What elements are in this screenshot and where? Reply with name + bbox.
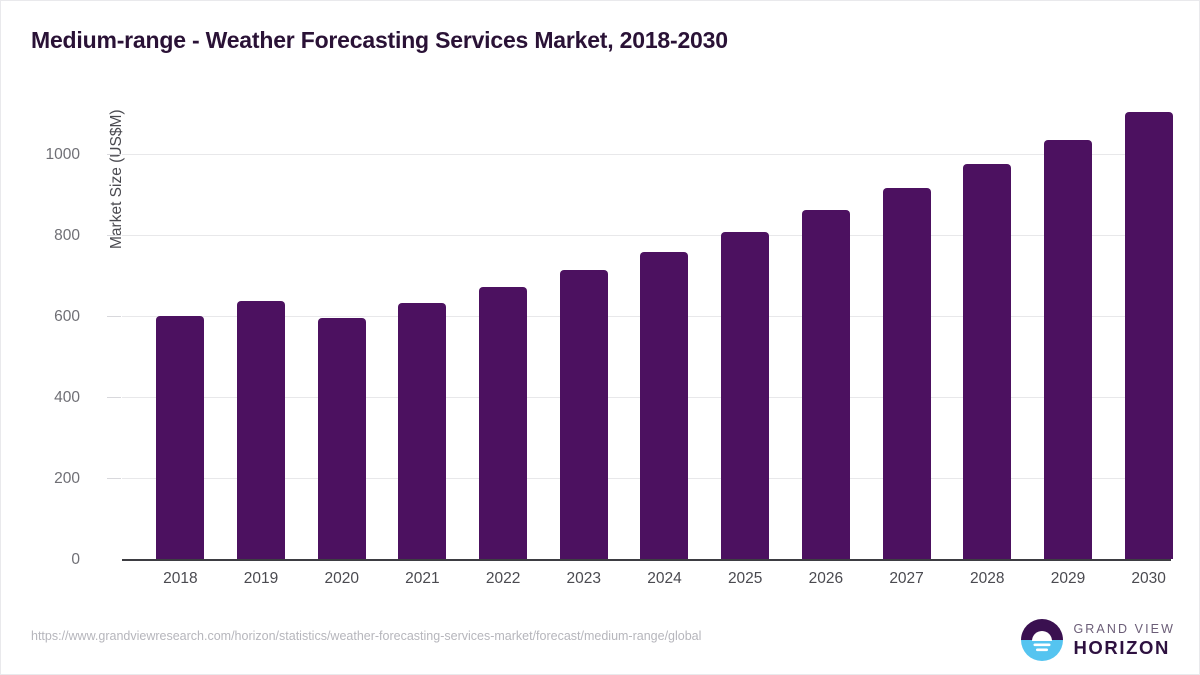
y-axis-tick-label: 1000 [45,146,80,163]
x-axis-tick-label: 2029 [1050,570,1086,587]
y-axis-tick-label: 400 [54,389,80,406]
x-axis-tick-label: 2020 [324,570,359,587]
y-axis-tick-mark [107,397,121,398]
bar-group[interactable]: 2018 [140,91,221,587]
bar[interactable] [559,269,608,559]
x-axis-tick-label: 2022 [485,570,521,587]
horizon-circle-icon [1021,619,1064,661]
bar-group[interactable]: 2027 [866,91,947,587]
x-axis-tick-label: 2023 [566,570,602,587]
x-axis-tick-label: 2028 [970,570,1005,587]
bar[interactable] [721,231,770,559]
bar-group[interactable]: 2020 [301,91,382,587]
bar[interactable] [963,164,1012,559]
gridline [122,154,1171,155]
y-axis-tick-mark [107,316,121,317]
bar-group[interactable]: 2025 [705,91,786,587]
bar[interactable] [479,286,528,559]
x-axis-tick-label: 2024 [647,570,682,587]
bar-group[interactable]: 2024 [624,91,705,587]
bar-group[interactable]: 2026 [786,91,867,587]
page-title: Medium-range - Weather Forecasting Servi… [31,27,728,53]
y-axis-tick-label: 600 [54,308,80,325]
bar-group[interactable]: 2021 [382,91,463,587]
x-axis-tick-label: 2019 [243,570,279,587]
x-axis-tick-label: 2025 [727,570,763,587]
y-axis-tick-mark [107,235,121,236]
bar[interactable] [398,302,447,559]
bar[interactable] [1043,139,1092,559]
logo-line-grand-view: GRAND VIEW [1073,621,1175,636]
plot-area: Market Size (US$M) 0 200 400 600 800 1000 201… [46,91,1173,587]
bar[interactable] [1124,112,1173,559]
x-axis-tick-label: 2030 [1131,570,1166,587]
logo-text: GRAND VIEW HORIZON [1073,621,1175,658]
logo-line-horizon: HORIZON [1073,637,1170,658]
bar[interactable] [156,316,205,559]
y-axis-tick-mark [107,478,121,479]
gridline [122,235,1171,236]
x-axis-tick-label: 2026 [808,570,844,587]
bar-group[interactable]: 2029 [1028,91,1109,587]
bar[interactable] [237,300,286,559]
bar-group[interactable]: 2030 [1108,91,1189,587]
source-url[interactable]: https://www.grandviewresearch.com/horizo… [31,629,702,643]
bar-group[interactable]: 2022 [463,91,544,587]
y-axis-tick-label: 200 [54,470,80,487]
y-axis-tick-label: 800 [54,227,80,244]
bar-group[interactable]: 2028 [947,91,1028,587]
bar-series: 2018 2019 2020 2021 2022 2023 2024 2025 2026 2027… [122,91,1173,587]
y-axis-tick-mark [107,154,121,155]
grand-view-horizon-logo[interactable]: GRAND VIEW HORIZON [1020,618,1175,662]
y-axis-tick-label: 0 [71,551,80,568]
bar[interactable] [640,251,689,559]
x-axis-tick-label: 2021 [405,570,440,587]
x-axis-tick-label: 2018 [163,570,198,587]
axis-baseline [122,559,1171,561]
bar-group[interactable]: 2019 [221,91,302,587]
bar-group[interactable]: 2023 [543,91,624,587]
bar[interactable] [317,318,366,559]
x-axis-tick-label: 2027 [889,570,924,587]
bar[interactable] [882,188,931,559]
bar[interactable] [801,210,850,559]
